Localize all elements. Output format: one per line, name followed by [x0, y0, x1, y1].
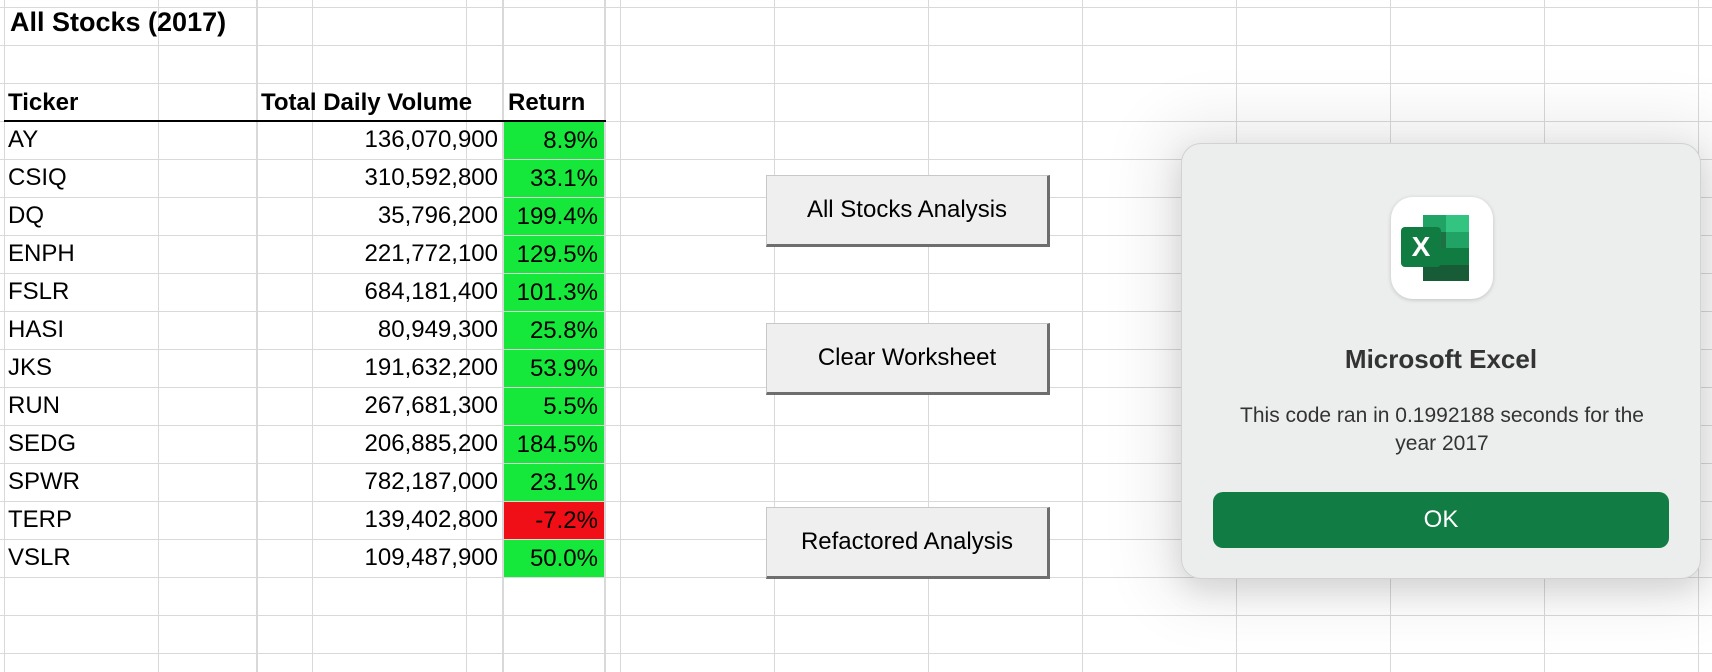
- cell-total-daily-volume[interactable]: 684,181,400: [364, 278, 498, 305]
- cell-total-daily-volume[interactable]: 782,187,000: [364, 468, 498, 495]
- refactored-analysis-button[interactable]: Refactored Analysis: [766, 507, 1050, 579]
- header-ticker: Ticker: [8, 89, 79, 116]
- cell-ticker[interactable]: FSLR: [8, 278, 70, 305]
- ok-button[interactable]: OK: [1213, 492, 1669, 548]
- cell-ticker[interactable]: JKS: [8, 354, 53, 381]
- excel-logo-letter: X: [1412, 231, 1431, 262]
- dialog-title: Microsoft Excel: [1344, 344, 1538, 374]
- column-divider: [604, 0, 606, 672]
- cell-return[interactable]: 5.5%: [504, 388, 604, 425]
- cell-ticker[interactable]: DQ: [8, 202, 44, 229]
- header-total-daily-volume: Total Daily Volume: [261, 89, 473, 116]
- cell-ticker[interactable]: AY: [8, 126, 39, 153]
- cell-return[interactable]: -7.2%: [504, 502, 604, 539]
- cell-ticker[interactable]: VSLR: [8, 544, 71, 571]
- column-divider: [256, 0, 258, 672]
- clear-worksheet-button[interactable]: Clear Worksheet: [766, 323, 1050, 395]
- excel-logo-icon: X: [1401, 215, 1469, 281]
- excel-app-icon: X: [1391, 197, 1493, 299]
- cell-total-daily-volume[interactable]: 267,681,300: [364, 392, 498, 419]
- cell-return[interactable]: 53.9%: [504, 350, 604, 387]
- cell-return[interactable]: 33.1%: [504, 160, 604, 197]
- cell-total-daily-volume[interactable]: 80,949,300: [377, 316, 498, 343]
- cell-return[interactable]: 199.4%: [504, 198, 604, 235]
- cell-return[interactable]: 23.1%: [504, 464, 604, 501]
- cell-return[interactable]: 101.3%: [504, 274, 604, 311]
- header-return: Return: [508, 89, 586, 116]
- cell-total-daily-volume[interactable]: 139,402,800: [364, 506, 498, 533]
- message-dialog: X Microsoft Excel This code ran in 0.199…: [1181, 143, 1701, 579]
- cell-total-daily-volume[interactable]: 310,592,800: [364, 164, 498, 191]
- cell-total-daily-volume[interactable]: 206,885,200: [364, 430, 498, 457]
- cell-total-daily-volume[interactable]: 109,487,900: [364, 544, 498, 571]
- cell-return[interactable]: 25.8%: [504, 312, 604, 349]
- cell-total-daily-volume[interactable]: 35,796,200: [377, 202, 498, 229]
- column-divider: [502, 0, 504, 672]
- all-stocks-analysis-button[interactable]: All Stocks Analysis: [766, 175, 1050, 247]
- cell-return[interactable]: 50.0%: [504, 540, 604, 577]
- cell-ticker[interactable]: TERP: [8, 506, 73, 533]
- cell-ticker[interactable]: ENPH: [8, 240, 75, 267]
- cell-return[interactable]: 129.5%: [504, 236, 604, 273]
- cell-return[interactable]: 8.9%: [504, 122, 604, 159]
- cell-total-daily-volume[interactable]: 191,632,200: [364, 354, 498, 381]
- cell-return[interactable]: 184.5%: [504, 426, 604, 463]
- cell-ticker[interactable]: SPWR: [8, 468, 80, 495]
- dialog-message: This code ran in 0.1992188 seconds for t…: [1240, 404, 1644, 455]
- cell-ticker[interactable]: RUN: [8, 392, 60, 419]
- cell-ticker[interactable]: SEDG: [8, 430, 77, 457]
- sheet-title: All Stocks (2017): [10, 7, 227, 37]
- cell-ticker[interactable]: HASI: [8, 316, 65, 343]
- cell-total-daily-volume[interactable]: 221,772,100: [364, 240, 498, 267]
- header-underline: [4, 120, 606, 122]
- cell-total-daily-volume[interactable]: 136,070,900: [364, 126, 498, 153]
- cell-ticker[interactable]: CSIQ: [8, 164, 67, 191]
